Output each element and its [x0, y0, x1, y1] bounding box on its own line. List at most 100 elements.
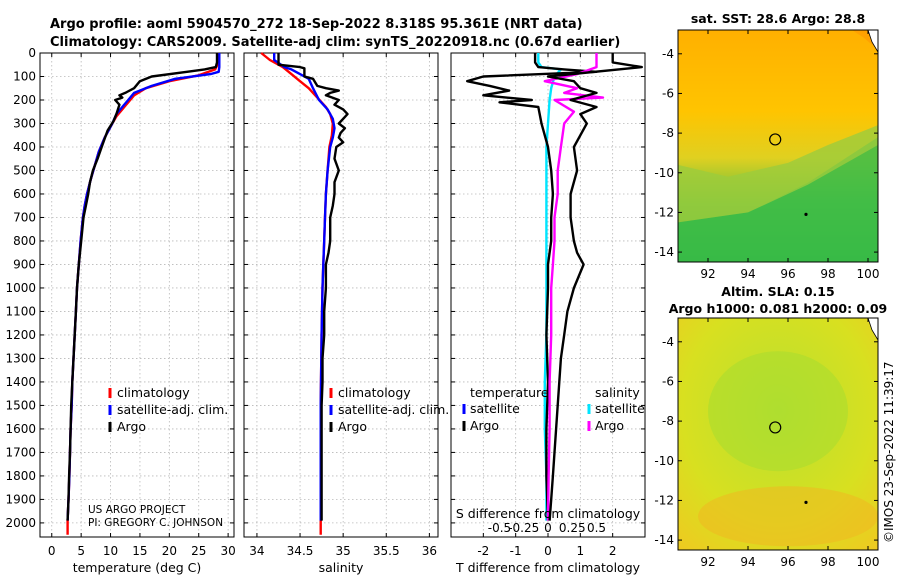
station-dot — [804, 500, 808, 505]
y-tick-label: 300 — [13, 116, 36, 130]
legend-entry: climatology — [117, 385, 190, 400]
legend-entry: climatology — [338, 385, 411, 400]
y-tick-label: -8 — [662, 126, 674, 140]
legend-title-temperature: temperature — [470, 385, 549, 400]
secondary-tick-label: 0 — [544, 521, 552, 535]
x-tick-label: 96 — [780, 267, 795, 281]
map-cool-region — [678, 137, 878, 262]
x-tick-label: 94 — [740, 267, 755, 281]
series-line — [273, 53, 336, 521]
y-tick-label: -6 — [662, 374, 674, 388]
x-tick-label: 5 — [77, 544, 85, 558]
x-tick-label: 92 — [700, 555, 715, 569]
secondary-axis-label: S difference from climatology — [456, 506, 641, 521]
y-tick-label: -4 — [662, 335, 674, 349]
map-frame — [677, 317, 879, 551]
y-tick-label: -12 — [654, 205, 674, 219]
x-axis-label: salinity — [319, 560, 364, 575]
legend-entry: Argo — [595, 418, 624, 433]
x-tick-label: 1 — [577, 544, 585, 558]
x-tick-label: 2 — [609, 544, 617, 558]
figure-title-line2: Climatology: CARS2009. Satellite-adj cli… — [50, 35, 620, 50]
y-tick-label: 1400 — [5, 375, 36, 389]
map-transition-region — [678, 125, 878, 223]
sst-map-title: sat. SST: 28.6 Argo: 28.8 — [691, 11, 865, 26]
secondary-tick-label: -0.5 — [488, 521, 511, 535]
argo-position-marker — [769, 421, 782, 434]
x-tick-label: -2 — [477, 544, 489, 558]
difference-profile-panel: -2 -1 0 1 2 T difference from climatology -0.5… — [450, 52, 646, 575]
x-tick-label: 35.5 — [373, 544, 400, 558]
plot-area — [40, 53, 234, 537]
y-tick-label: -14 — [654, 245, 674, 259]
x-axis-label: temperature (deg C) — [73, 560, 202, 575]
secondary-tick-label: 0.25 — [559, 521, 586, 535]
y-tick-label: -12 — [654, 493, 674, 507]
y-tick-label: 1100 — [5, 304, 36, 318]
map-frame — [677, 29, 879, 263]
map-anomaly-high — [698, 486, 878, 547]
map-anomaly-low — [708, 351, 848, 472]
legend-entry: Argo — [117, 419, 146, 434]
sla-map-panel: Altim. SLA: 0.15 Argo h1000: 0.081 h2000:… — [654, 284, 887, 569]
legend-entry: Argo — [338, 419, 367, 434]
y-tick-label: 1200 — [5, 328, 36, 342]
y-tick-label: -4 — [662, 47, 674, 61]
x-tick-label: 98 — [820, 555, 835, 569]
station-dot — [804, 212, 808, 217]
sla-map-title: Altim. SLA: 0.15 — [721, 284, 834, 299]
x-tick-label: 34 — [249, 544, 264, 558]
legend-entry: satellite — [470, 401, 520, 416]
y-tick-label: 1500 — [5, 398, 36, 412]
y-tick-label: 1600 — [5, 422, 36, 436]
y-tick-label: 200 — [13, 93, 36, 107]
legend-title-salinity: salinity — [595, 385, 640, 400]
secondary-tick-label: -0.25 — [508, 521, 539, 535]
x-tick-label: 10 — [103, 544, 118, 558]
legend-entry: satellite-adj. clim. — [117, 402, 228, 417]
y-tick-label: -10 — [654, 166, 674, 180]
temperature-profile-panel: 0 5 10 15 20 25 300100200300400500600700800900… — [5, 46, 235, 575]
credit-project: US ARGO PROJECT — [88, 504, 186, 516]
y-tick-label: -10 — [654, 454, 674, 468]
plot-frame — [243, 52, 439, 538]
x-tick-label: 94 — [740, 555, 755, 569]
x-tick-label: 25 — [191, 544, 206, 558]
x-tick-label: 0 — [544, 544, 552, 558]
x-tick-label: 20 — [162, 544, 177, 558]
y-tick-label: 600 — [13, 187, 36, 201]
x-axis-label: T difference from climatology — [455, 560, 641, 575]
x-tick-label: 98 — [820, 267, 835, 281]
x-tick-label: 100 — [857, 267, 880, 281]
y-tick-label: 800 — [13, 234, 36, 248]
y-tick-label: 500 — [13, 163, 36, 177]
series-line — [277, 53, 349, 521]
x-tick-label: -1 — [510, 544, 522, 558]
x-tick-label: 34.5 — [287, 544, 314, 558]
x-tick-label: 100 — [857, 555, 880, 569]
y-tick-label: 1900 — [5, 492, 36, 506]
y-tick-label: 1300 — [5, 351, 36, 365]
x-tick-label: 15 — [132, 544, 147, 558]
y-tick-label: 1000 — [5, 281, 36, 295]
y-tick-label: -6 — [662, 86, 674, 100]
legend-entry: Argo — [470, 418, 499, 433]
series-line — [546, 53, 643, 521]
y-tick-label: 100 — [13, 69, 36, 83]
credit-pi: PI: GREGORY C. JOHNSON — [88, 517, 223, 529]
figure-title-line1: Argo profile: aoml 5904570_272 18-Sep-20… — [50, 17, 583, 32]
secondary-tick-label: 0.5 — [587, 521, 606, 535]
plot-frame — [39, 52, 235, 538]
series-line — [66, 53, 219, 521]
y-tick-label: 2000 — [5, 516, 36, 530]
sla-map-subtitle: Argo h1000: 0.081 h2000: 0.09 — [669, 301, 888, 316]
y-tick-label: 1700 — [5, 445, 36, 459]
argo-position-marker — [769, 133, 782, 146]
y-tick-label: 900 — [13, 257, 36, 271]
x-tick-label: 0 — [48, 544, 56, 558]
x-tick-label: 92 — [700, 267, 715, 281]
x-tick-label: 96 — [780, 555, 795, 569]
y-tick-label: 400 — [13, 140, 36, 154]
x-tick-label: 36 — [422, 544, 437, 558]
